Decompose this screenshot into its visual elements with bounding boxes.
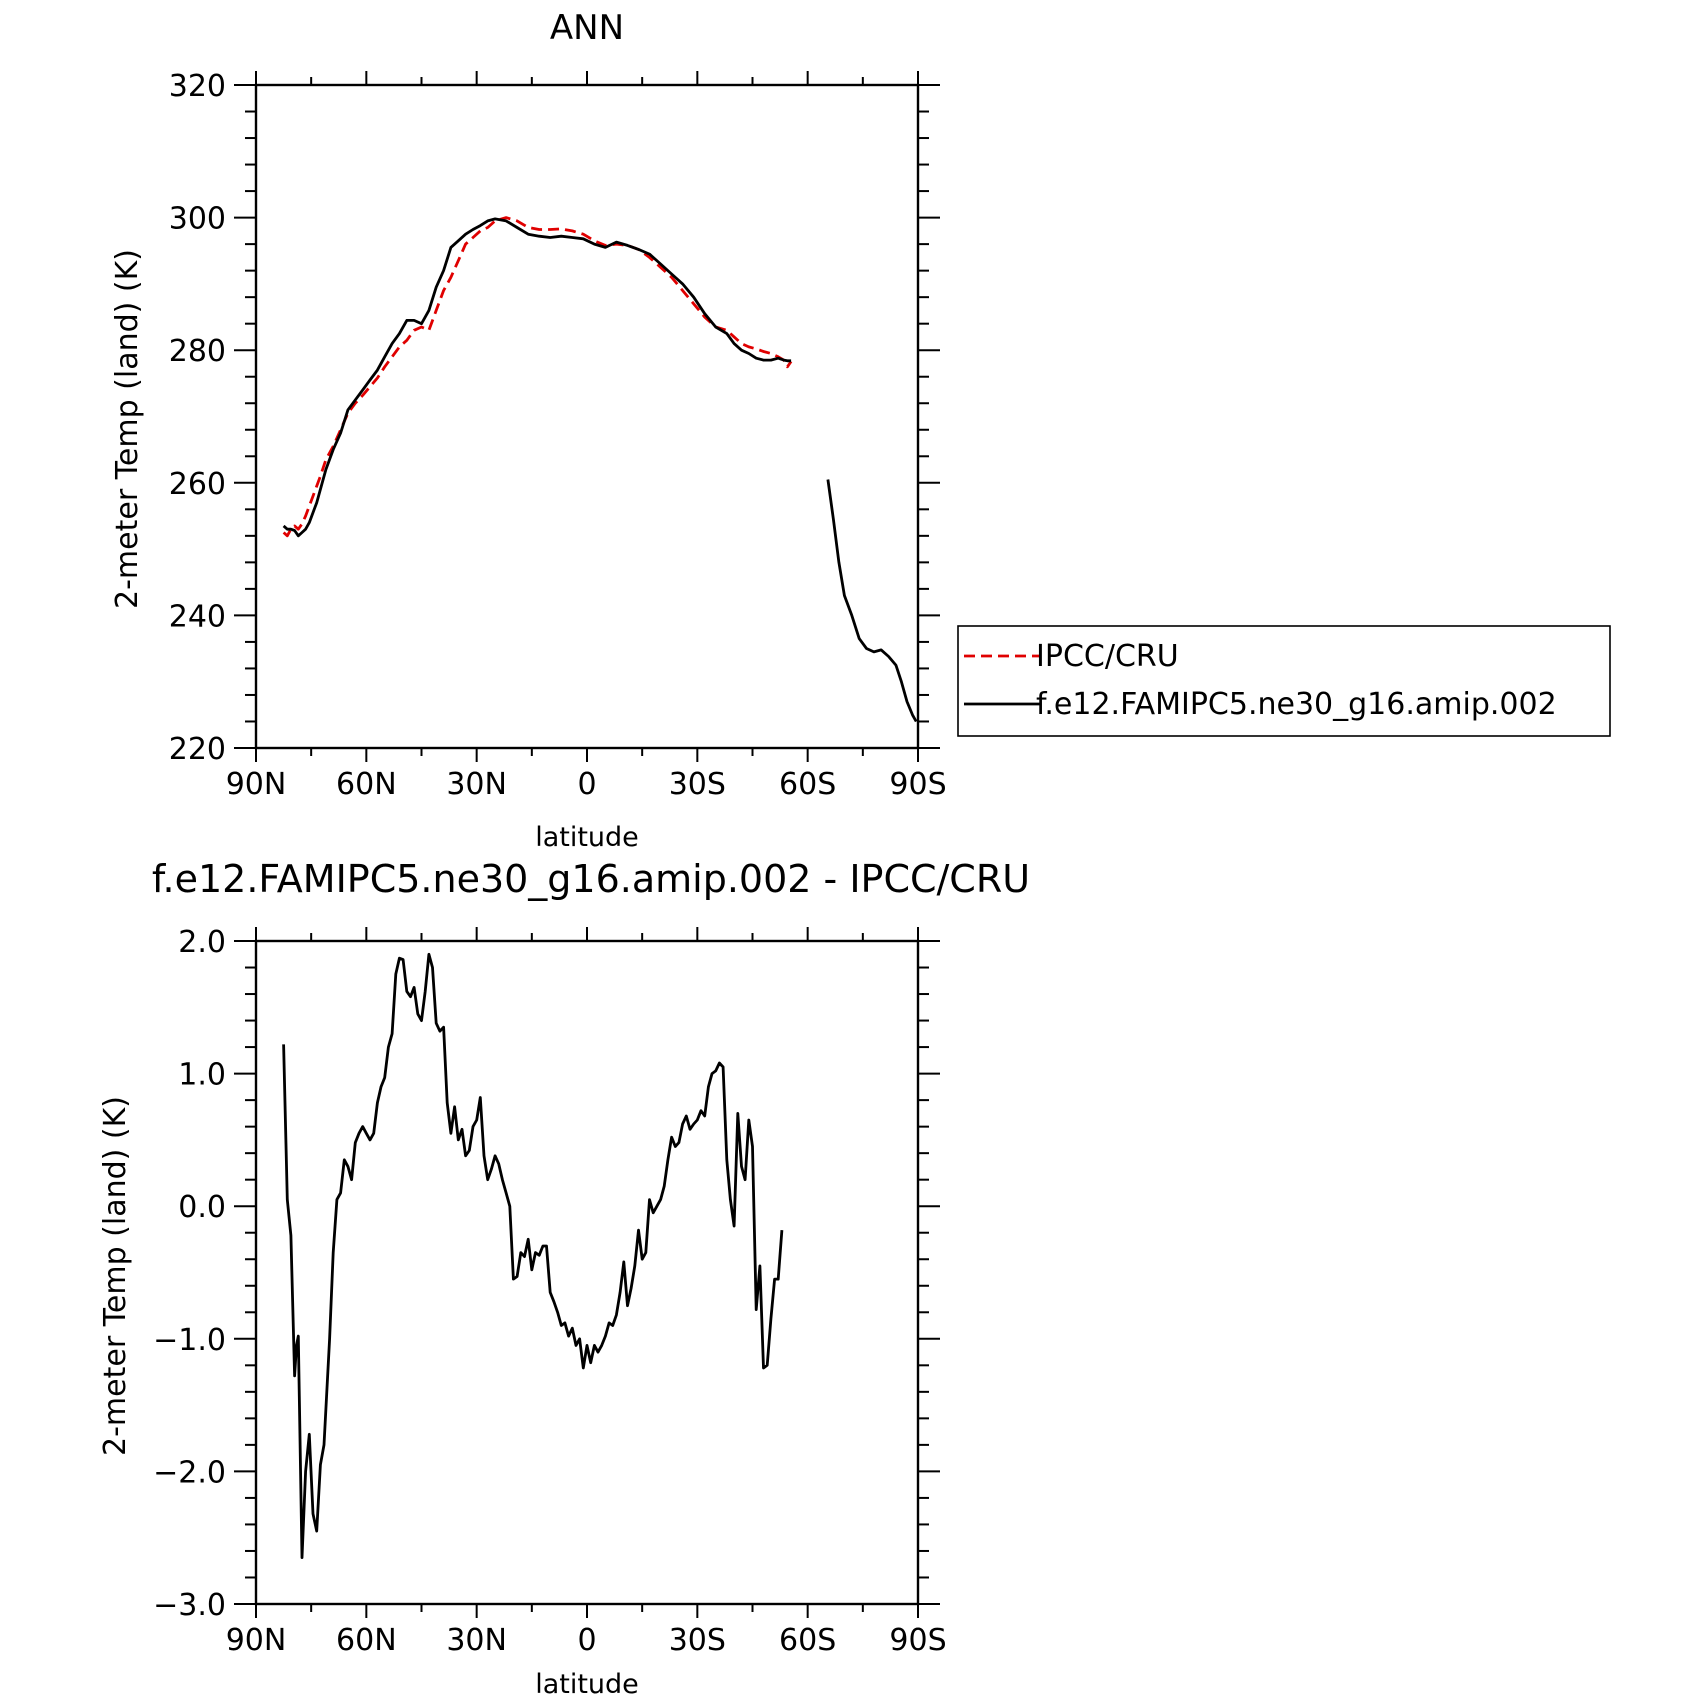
top-x-tick-label: 30N xyxy=(446,767,507,802)
top-series-line-1 xyxy=(282,217,792,538)
top-x-tick-label: 60N xyxy=(336,767,397,802)
top-y-tick-label: 240 xyxy=(169,599,226,634)
bottom-y-tick-label: −3.0 xyxy=(153,1588,226,1623)
bottom-plot-area: 90N 60N 30N 0 30S 60S 90S −3.0 −2.0 −1.0 0.0 1.0 2.0 xyxy=(153,925,946,1658)
top-y-tick-label: 280 xyxy=(169,334,226,369)
top-x-tick-label: 90S xyxy=(889,767,946,802)
top-plot-area: 90N 60N 30N 0 30S 60S 90S 220 240 260 280 300 320 xyxy=(169,69,947,802)
bottom-panel: f.e12.FAMIPC5.ne30_g16.amip.002 - IPCC/C… xyxy=(98,857,1030,1700)
bottom-x-tick-label: 60N xyxy=(336,1623,397,1658)
bottom-x-tick-label: 90S xyxy=(889,1623,946,1658)
top-y-axis-label: 2-meter Temp (land) (K) xyxy=(110,249,145,609)
top-x-tick-label: 0 xyxy=(577,767,596,802)
bottom-y-tick-label: 2.0 xyxy=(178,925,226,960)
top-y-tick-label: 300 xyxy=(169,202,226,237)
bottom-y-tick-label: 0.0 xyxy=(178,1190,226,1225)
bottom-plot-frame xyxy=(254,939,920,1606)
top-series-line-0 xyxy=(282,216,793,538)
top-x-tick-label: 90N xyxy=(226,767,287,802)
bottom-x-tick-label: 0 xyxy=(577,1623,596,1658)
top-series-line-2 xyxy=(826,479,918,723)
bottom-x-tick-label: 30N xyxy=(446,1623,507,1658)
bottom-y-tick-label: −2.0 xyxy=(153,1455,226,1490)
bottom-x-tick-label: 60S xyxy=(779,1623,836,1658)
top-y-tick-label: 260 xyxy=(169,467,226,502)
top-x-tick-label: 30S xyxy=(669,767,726,802)
bottom-chart-title: f.e12.FAMIPC5.ne30_g16.amip.002 - IPCC/C… xyxy=(152,857,1030,901)
bottom-x-tick-label: 30S xyxy=(669,1623,726,1658)
top-y-tick-label: 320 xyxy=(169,69,226,104)
top-panel: ANN 90N 60N 30N 0 30S 60S 90S 220 240 260 280 300 32… xyxy=(110,8,947,853)
top-x-axis-label: latitude xyxy=(535,822,639,853)
bottom-y-tick-label: 1.0 xyxy=(178,1058,226,1093)
bottom-x-axis-label: latitude xyxy=(535,1669,639,1700)
top-plot-frame xyxy=(254,83,920,750)
bottom-y-axis-label: 2-meter Temp (land) (K) xyxy=(98,1096,133,1456)
top-y-tick-label: 220 xyxy=(169,732,226,767)
legend-label-obs: IPCC/CRU xyxy=(1036,639,1179,674)
legend: IPCC/CRU f.e12.FAMIPC5.ne30_g16.amip.002 xyxy=(957,625,1611,737)
top-x-tick-label: 60S xyxy=(779,767,836,802)
bottom-x-tick-label: 90N xyxy=(226,1623,287,1658)
bottom-y-tick-label: −1.0 xyxy=(153,1323,226,1358)
legend-label-model: f.e12.FAMIPC5.ne30_g16.amip.002 xyxy=(1036,687,1557,722)
top-chart-title: ANN xyxy=(550,8,624,48)
legend-box xyxy=(957,625,1611,737)
bottom-series-line-0 xyxy=(282,952,784,1559)
